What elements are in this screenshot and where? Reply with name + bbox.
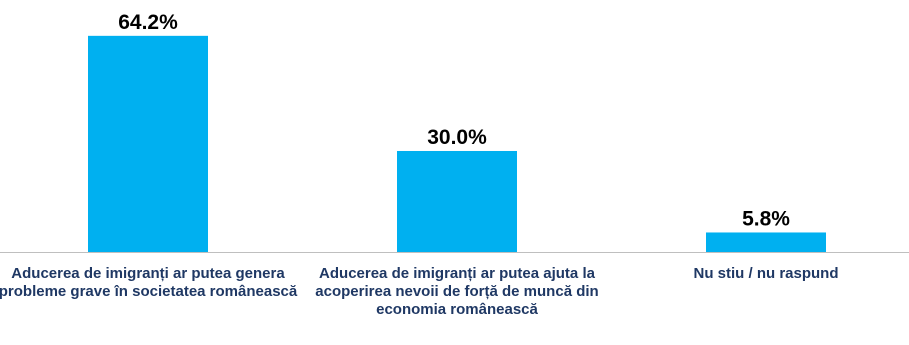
value-label-2: 5.8% bbox=[742, 207, 790, 230]
category-label-2: Nu stiu / nu raspund bbox=[693, 265, 839, 282]
category-label-1: Aducerea de imigranți ar putea ajuta la … bbox=[315, 265, 599, 318]
category-label-0: Aducerea de imigranți ar putea genera pr… bbox=[0, 265, 298, 300]
value-label-0: 64.2% bbox=[118, 11, 178, 34]
bar-0 bbox=[88, 35, 208, 253]
bar-1 bbox=[397, 150, 517, 252]
bar-2 bbox=[706, 232, 826, 252]
value-label-1: 30.0% bbox=[427, 126, 487, 149]
